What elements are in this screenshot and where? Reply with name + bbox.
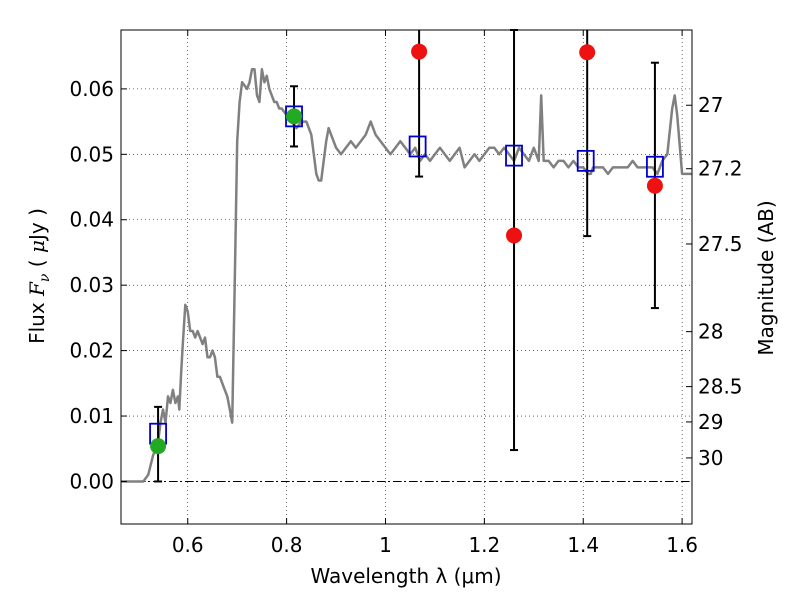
y-tick-label: 0.04 — [69, 208, 114, 232]
model-photometry-square — [505, 144, 523, 167]
right-axis-label: Magnitude (AB) — [754, 200, 778, 355]
right-tick-label: 27.5 — [698, 232, 743, 256]
y-tick-label: 0.02 — [69, 339, 114, 363]
y-tick-label: 0.05 — [69, 142, 114, 166]
x-tick-label: 0.6 — [172, 533, 204, 557]
right-tick-label: 30 — [698, 446, 723, 470]
right-tick-label: 29 — [698, 410, 723, 434]
right-tick-label: 27.2 — [698, 157, 743, 181]
right-tick-label: 28 — [698, 320, 723, 344]
markers — [149, 43, 664, 455]
red-points-marker — [411, 43, 428, 60]
red-points-marker — [506, 227, 523, 244]
x-tick-label: 0.8 — [271, 533, 303, 557]
x-tick-label: 1.6 — [666, 533, 698, 557]
model-photometry-square — [408, 135, 427, 158]
x-axis-label: Wavelength λ (μm) — [310, 564, 501, 588]
model-spectrum-line — [121, 68, 692, 483]
green-detections-marker — [150, 438, 167, 455]
y-axis-label: Flux Fν ( μJy ) — [25, 208, 53, 344]
data-series — [121, 68, 692, 483]
right-tick-label: 28.5 — [698, 375, 743, 399]
model-photometry-square — [646, 155, 664, 178]
x-tick-label: 1.2 — [468, 533, 500, 557]
red-points-marker — [646, 177, 663, 194]
x-tick-label: 1 — [379, 533, 392, 557]
plot-frame — [120, 29, 693, 525]
y-tick-label: 0.06 — [69, 77, 114, 101]
green-detections-marker — [286, 108, 303, 125]
y-tick-label: 0.00 — [69, 469, 114, 493]
model-photometry-square — [576, 149, 595, 172]
y-tick-label: 0.01 — [69, 404, 114, 428]
y-tick-label: 0.03 — [69, 273, 114, 297]
red-points-marker — [579, 44, 596, 61]
axis-ticks: 0.6 0.8 1 1.2 1.4 1.6 0.00 0.01 0.02 0.03 0.04 0.05… — [69, 30, 743, 557]
x-tick-label: 1.4 — [567, 533, 599, 557]
right-tick-label: 27 — [698, 93, 723, 117]
